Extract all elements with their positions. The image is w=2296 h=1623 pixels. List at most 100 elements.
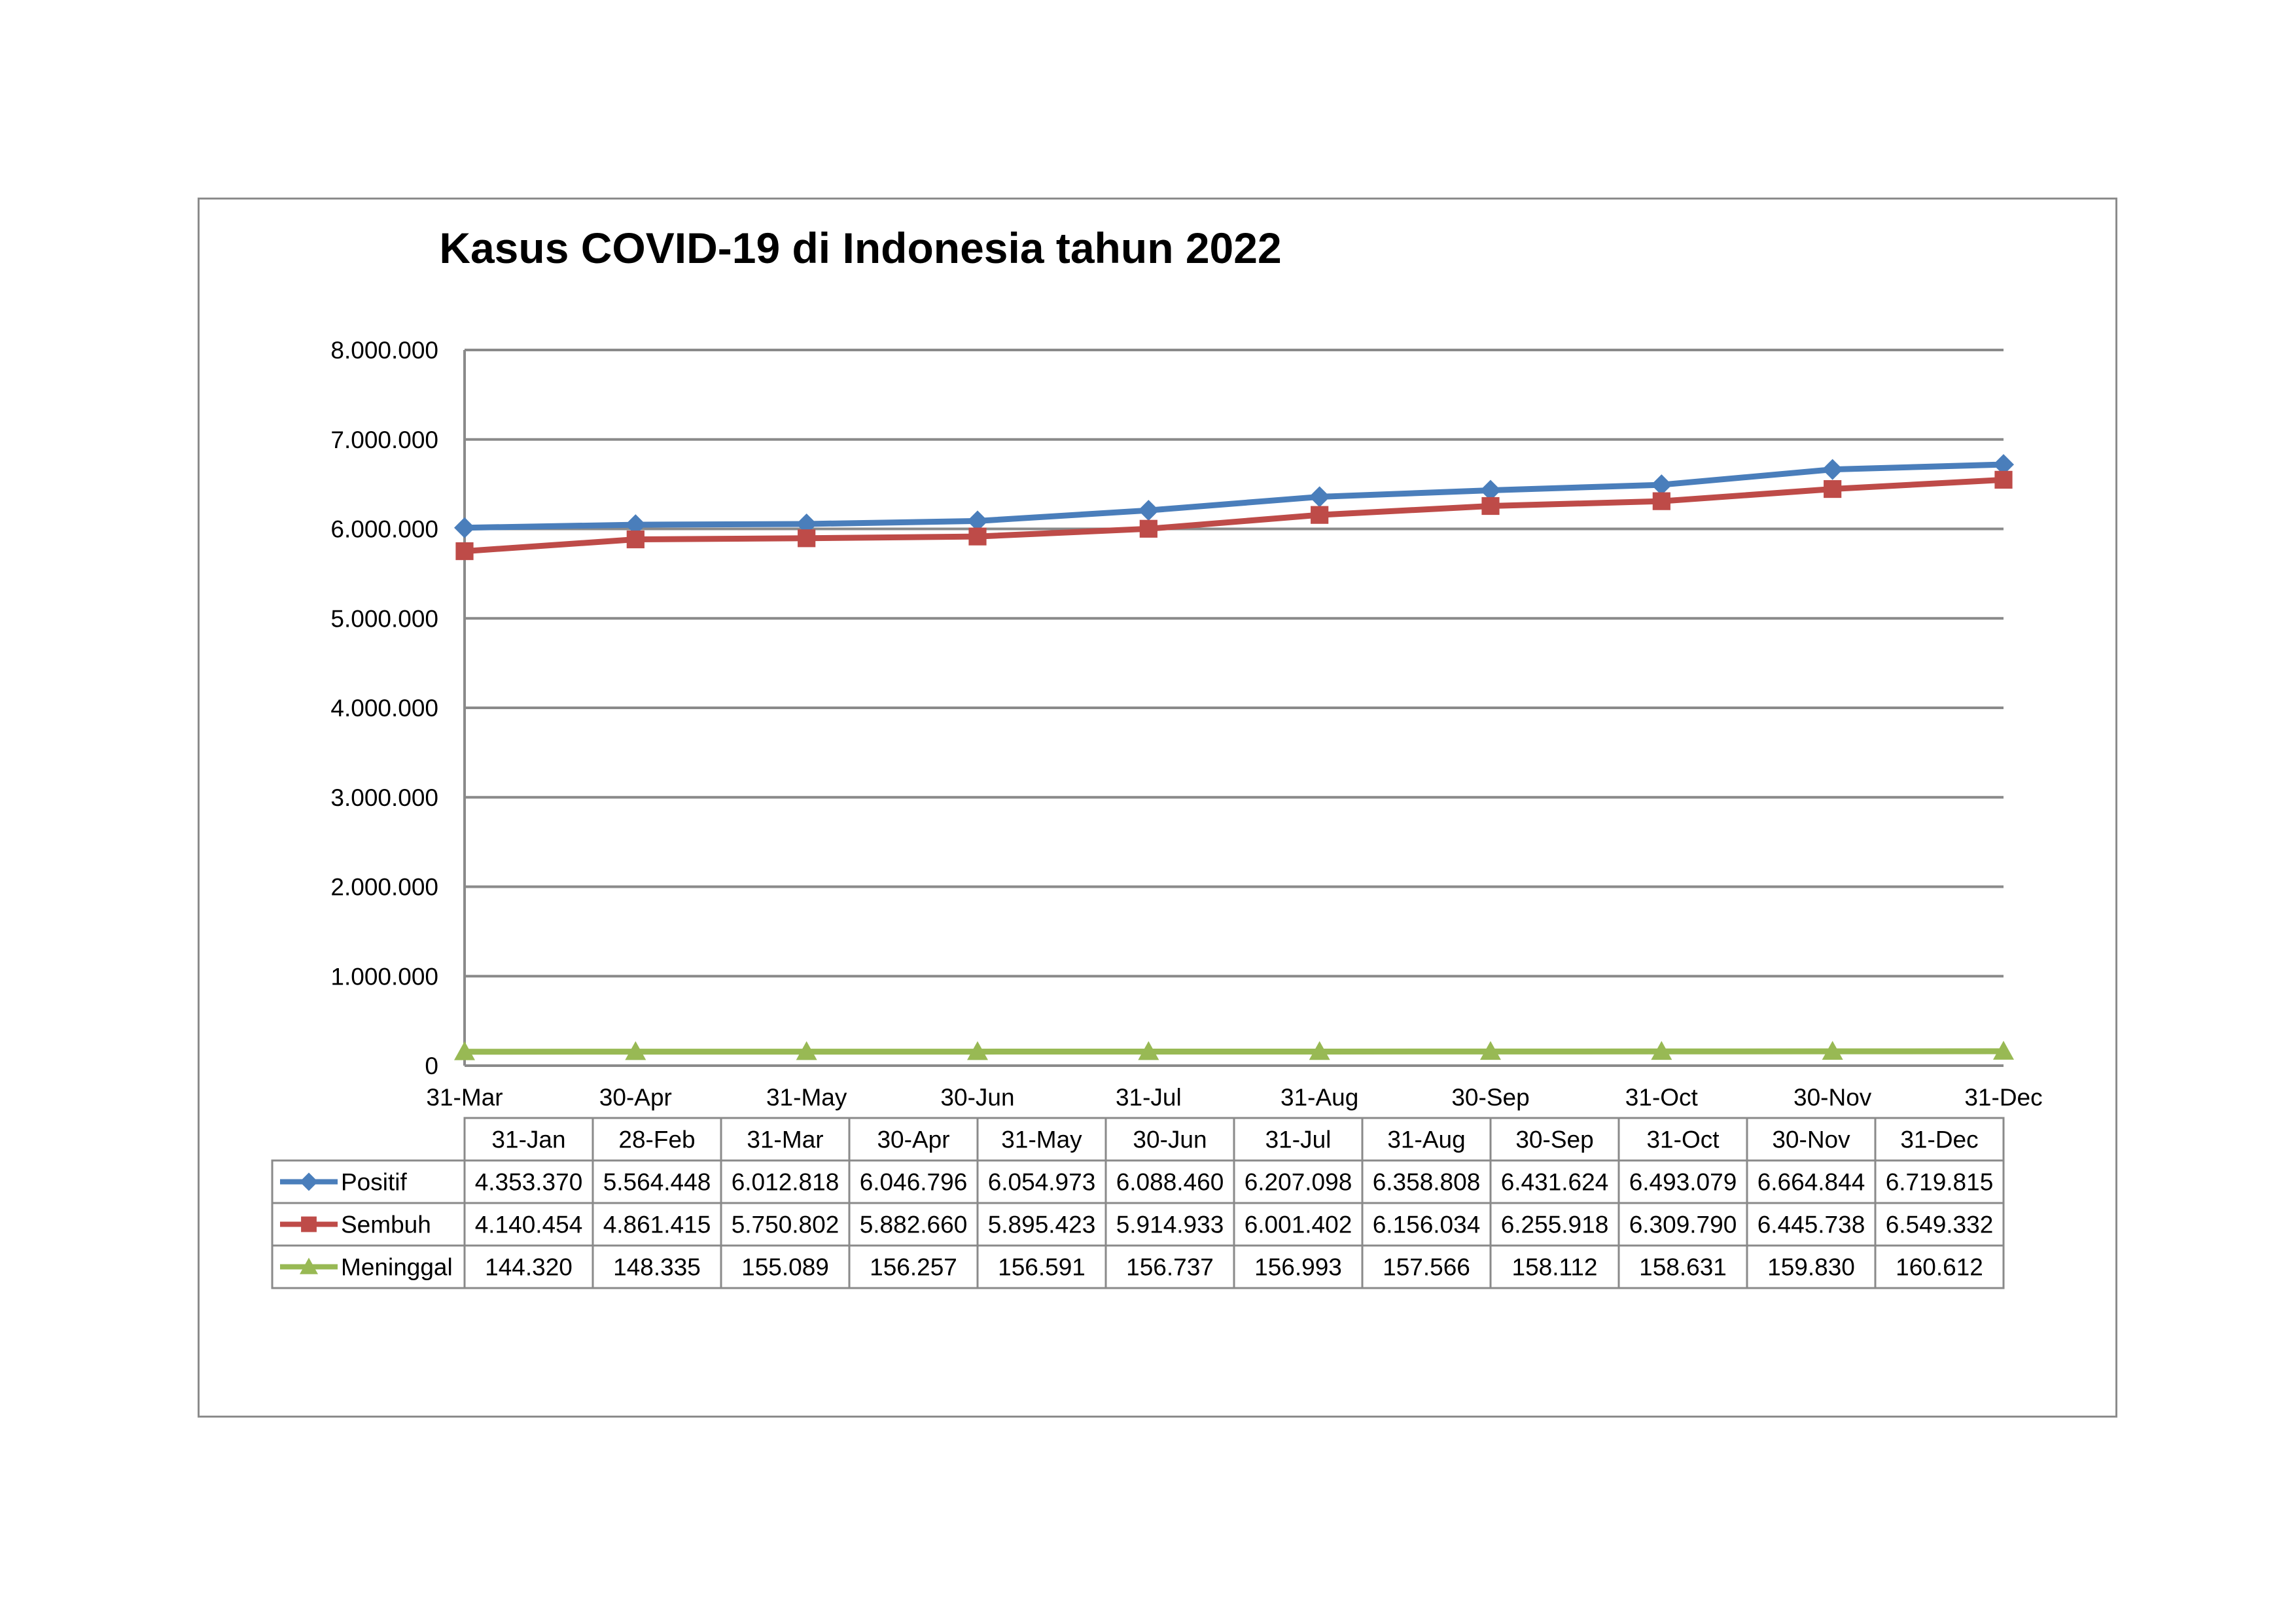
table-header-label: 30-Sep xyxy=(1515,1126,1593,1153)
table-value: 6.207.098 xyxy=(1245,1169,1352,1196)
table-header-label: 30-Nov xyxy=(1772,1126,1850,1153)
table-value: 6.255.918 xyxy=(1501,1212,1609,1238)
table-value: 156.257 xyxy=(870,1254,957,1281)
y-tick-label: 0 xyxy=(425,1053,438,1079)
table-value: 6.493.079 xyxy=(1629,1169,1737,1196)
table-value: 5.750.802 xyxy=(732,1212,839,1238)
series-line-meninggal xyxy=(464,1048,2004,1055)
table-value: 6.445.738 xyxy=(1757,1212,1865,1238)
table-value: 6.664.844 xyxy=(1757,1169,1865,1196)
square-marker xyxy=(1481,497,1500,515)
table-value: 5.914.933 xyxy=(1116,1212,1224,1238)
table-value: 5.895.423 xyxy=(988,1212,1096,1238)
table-value: 148.335 xyxy=(613,1254,701,1281)
square-marker xyxy=(455,542,474,561)
y-tick-label: 6.000.000 xyxy=(330,516,438,543)
diamond-marker xyxy=(1651,474,1672,496)
triangle-marker xyxy=(454,1041,475,1060)
table-value: 160.612 xyxy=(1896,1254,1983,1281)
x-tick-label: 31-Oct xyxy=(1625,1084,1699,1111)
series-meninggal xyxy=(454,1041,2014,1060)
table-header-label: 28-Feb xyxy=(618,1126,695,1153)
triangle-marker xyxy=(1138,1041,1159,1060)
table-header-label: 31-Jan xyxy=(491,1126,565,1153)
legend-key-positif xyxy=(280,1172,338,1191)
diamond-marker xyxy=(625,514,646,536)
table-value: 6.054.973 xyxy=(988,1169,1096,1196)
x-tick-label: 30-Nov xyxy=(1793,1084,1872,1111)
y-tick-label: 5.000.000 xyxy=(330,605,438,632)
triangle-marker xyxy=(625,1041,646,1060)
triangle-marker xyxy=(1480,1041,1501,1060)
gridlines xyxy=(463,349,2004,1067)
square-marker xyxy=(626,530,645,549)
table-value: 6.431.624 xyxy=(1501,1169,1609,1196)
series-line-positif xyxy=(464,461,2004,531)
square-marker xyxy=(1994,470,2013,489)
triangle-marker xyxy=(1993,1041,2014,1060)
triangle-marker xyxy=(796,1041,817,1060)
table-value: 6.012.818 xyxy=(732,1169,839,1196)
legend-key-sembuh xyxy=(280,1216,338,1232)
table-header-label: 31-May xyxy=(1001,1126,1082,1153)
table-value: 159.830 xyxy=(1767,1254,1855,1281)
triangle-marker xyxy=(1822,1041,1843,1060)
table-value: 144.320 xyxy=(485,1254,573,1281)
x-axis-ticks: 31-Mar 30-Apr 31-May 30-Jun 31-Jul 31-Aug 30-S… xyxy=(426,1084,2042,1111)
table-value: 156.591 xyxy=(998,1254,1086,1281)
diamond-marker xyxy=(1993,454,2014,476)
table-value: 155.089 xyxy=(741,1254,829,1281)
table-value: 6.088.460 xyxy=(1116,1169,1224,1196)
legend-key-meninggal xyxy=(280,1257,338,1274)
table-header-label: 30-Apr xyxy=(877,1126,949,1153)
table-value: 158.112 xyxy=(1512,1254,1598,1281)
table-value: 6.156.034 xyxy=(1373,1212,1481,1238)
diamond-marker xyxy=(796,513,817,534)
legend-label: Meninggal xyxy=(341,1254,453,1281)
x-tick-label: 31-Dec xyxy=(1964,1084,2042,1111)
table-value: 5.564.448 xyxy=(603,1169,711,1196)
y-tick-label: 4.000.000 xyxy=(330,695,438,722)
diamond-marker xyxy=(300,1172,318,1191)
legend-label: Sembuh xyxy=(341,1212,431,1238)
table-value: 6.309.790 xyxy=(1629,1212,1737,1238)
triangle-marker xyxy=(1651,1041,1672,1060)
series-line-sembuh xyxy=(464,476,2004,555)
data-table: 31-Jan 28-Feb 31-Mar 30-Apr 31-May 30-Jun 31-J… xyxy=(271,1117,2005,1289)
y-tick-label: 2.000.000 xyxy=(330,874,438,901)
series-positif xyxy=(454,454,2014,538)
x-tick-label: 31-Aug xyxy=(1280,1084,1358,1111)
diamond-marker xyxy=(1480,480,1501,501)
diamond-marker xyxy=(1309,486,1330,508)
triangle-marker xyxy=(300,1257,318,1274)
table-value: 6.719.815 xyxy=(1886,1169,1994,1196)
chart-frame xyxy=(198,198,2117,1418)
diamond-marker xyxy=(1138,500,1159,521)
series-sembuh xyxy=(455,470,2013,561)
table-header-label: 30-Jun xyxy=(1133,1126,1207,1153)
legend-label: Positif xyxy=(341,1169,407,1196)
y-tick-label: 3.000.000 xyxy=(330,784,438,811)
table-value: 156.993 xyxy=(1254,1254,1342,1281)
square-marker xyxy=(798,529,816,548)
table-value: 157.566 xyxy=(1383,1254,1470,1281)
square-marker xyxy=(1652,492,1670,510)
table-value: 4.861.415 xyxy=(603,1212,711,1238)
table-header-label: 31-Aug xyxy=(1387,1126,1465,1153)
x-tick-label: 30-Jun xyxy=(940,1084,1014,1111)
diamond-marker xyxy=(1822,459,1843,480)
y-axis-ticks: 0 1.000.000 2.000.000 3.000.000 4.000.000 5.0… xyxy=(330,337,438,1079)
table-header-label: 31-Mar xyxy=(747,1126,823,1153)
diamond-marker xyxy=(967,510,988,532)
table-value: 6.001.402 xyxy=(1245,1212,1352,1238)
square-marker xyxy=(301,1216,317,1232)
table-header-label: 31-Dec xyxy=(1900,1126,1978,1153)
x-tick-label: 31-Mar xyxy=(426,1084,503,1111)
x-tick-label: 31-Jul xyxy=(1116,1084,1182,1111)
x-tick-label: 31-May xyxy=(766,1084,847,1111)
y-tick-label: 8.000.000 xyxy=(330,337,438,364)
table-value: 6.358.808 xyxy=(1373,1169,1481,1196)
table-value: 4.140.454 xyxy=(475,1212,583,1238)
table-header-label: 31-Jul xyxy=(1265,1126,1332,1153)
square-marker xyxy=(1824,480,1842,498)
